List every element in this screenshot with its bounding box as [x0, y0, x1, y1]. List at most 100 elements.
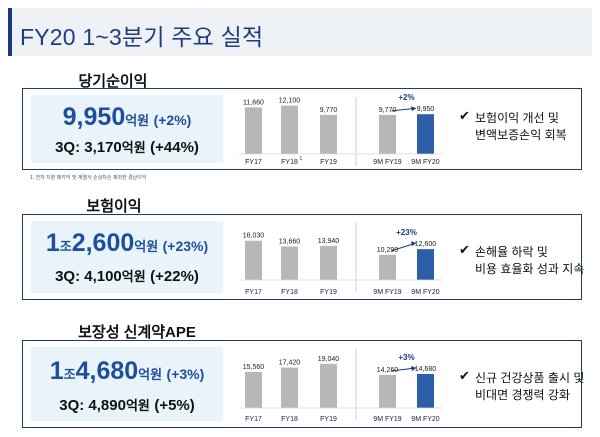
data-label: 14,260 [377, 367, 399, 374]
check-icon: ✔ [459, 108, 470, 123]
tick-label: 9M FY19 [373, 289, 402, 296]
bullet-line-2: 비대면 경쟁력 강화 [475, 388, 570, 402]
section-title-net-income: 당기순이익 [78, 73, 148, 90]
section-title-insurance-profit: 보험이익 [86, 198, 142, 215]
tick-label: FY19 [320, 159, 337, 166]
bar-fy18 [281, 105, 298, 154]
data-label: 10,290 [377, 247, 399, 254]
data-label: 9,770 [379, 107, 397, 114]
tick-label: FY17 [245, 289, 262, 296]
big-jo-unit: 조 [59, 239, 72, 254]
bar-9m-fy19 [379, 254, 396, 280]
title-bar: FY20 1~3분기 주요 실적 [8, 8, 592, 56]
bar-fy19 [320, 363, 337, 408]
tick-footnote-marker: 1 [300, 156, 303, 162]
q3-unit: 억원 [121, 269, 146, 284]
data-label: 19,040 [318, 356, 340, 363]
tick-label: FY17 [245, 159, 262, 166]
summary-box: 1조4,680억원 (+3%) 3Q: 4,890억원 (+5%) [31, 347, 223, 421]
bullet-line-1: 신규 건강상품 출시 및 [475, 371, 585, 385]
q3-figure: 3Q: 4,100억원 (+22%) [31, 266, 223, 286]
big-figure: 1조2,600억원 (+23%) [31, 229, 223, 258]
change-label: +2% [398, 93, 414, 102]
bar-fy19 [320, 114, 337, 154]
big-prefix: 1 [49, 357, 64, 385]
chart-protection-ape: 15,560 FY17 17,420 FY18 19,040 FY19 14,260 9M F… [239, 349, 443, 423]
check-icon: ✔ [459, 368, 470, 383]
tick-label: FY17 [245, 416, 262, 423]
tick-label: FY18 [281, 289, 298, 296]
data-label: 14,680 [415, 366, 437, 373]
data-label: 9,770 [320, 107, 338, 114]
check-icon: ✔ [459, 242, 470, 257]
big-figure: 9,950억원 (+2%) [31, 103, 223, 132]
bar-fy17 [245, 240, 262, 280]
big-pct: (+23%) [162, 238, 209, 254]
tick-label: 9M FY19 [373, 416, 402, 423]
tick-label: 9M FY20 [411, 159, 440, 166]
change-label: +23% [396, 228, 417, 237]
data-label: 12,600 [415, 241, 437, 248]
data-label: 12,100 [279, 98, 301, 105]
bar-fy17 [245, 371, 262, 408]
tick-label: FY18 [281, 416, 298, 423]
bar-fy18 [281, 367, 298, 408]
page-title: FY20 1~3분기 주요 실적 [20, 24, 264, 50]
big-pct: (+3%) [166, 366, 205, 382]
q3-label: 3Q: 4,100 [55, 268, 122, 285]
change-arrowhead [411, 241, 416, 247]
tick-label: 9M FY19 [373, 159, 402, 166]
tick-label: FY18 [281, 159, 298, 166]
big-unit: 억원 [134, 239, 159, 254]
section-title-protection-ape: 보장성 신계약APE [78, 324, 196, 341]
bullet-line-1: 보험이익 개선 및 [475, 111, 559, 125]
data-label: 11,660 [243, 99, 264, 106]
summary-box: 1조2,600억원 (+23%) 3Q: 4,100억원 (+22%) [31, 221, 223, 293]
data-label: 17,420 [279, 360, 301, 367]
footnote: 1. 전자 지분 매각익 및 계열사 손상차손 제외한 경상이익 [30, 175, 147, 181]
q3-unit: 억원 [125, 398, 150, 413]
bar-9m-fy19 [379, 114, 396, 154]
tick-label: FY19 [320, 289, 337, 296]
q3-figure: 3Q: 3,170억원 (+44%) [31, 137, 223, 157]
q3-pct: (+5%) [154, 397, 195, 414]
bullet-line-2: 비용 효율화 성과 지속 [475, 262, 585, 276]
big-prefix: 1 [45, 229, 60, 257]
bar-9m-fy19 [379, 374, 396, 408]
q3-label: 3Q: 3,170 [55, 139, 122, 156]
big-unit: 억원 [138, 367, 163, 382]
tick-label: 9M FY20 [411, 289, 440, 296]
bullet-line-2: 변액보증손익 회복 [475, 128, 567, 142]
data-label: 15,560 [243, 364, 265, 371]
big-figure: 1조4,680억원 (+3%) [31, 357, 223, 386]
data-label: 13,940 [318, 238, 340, 245]
q3-figure: 3Q: 4,890억원 (+5%) [31, 395, 223, 415]
big-jo-unit: 조 [63, 367, 76, 382]
tick-label: FY19 [320, 416, 337, 423]
panel-protection-ape: 1조4,680억원 (+3%) 3Q: 4,890억원 (+5%) 15,560… [22, 340, 585, 428]
bar-9m-fy20 [417, 114, 434, 154]
bullet-line-1: 손해율 하락 및 [475, 245, 548, 259]
change-arrowhead [411, 106, 416, 112]
panel-insurance-profit: 1조2,600억원 (+23%) 3Q: 4,100억원 (+22%) 16,0… [22, 214, 585, 300]
q3-unit: 억원 [121, 140, 146, 155]
change-label: +3% [398, 353, 414, 362]
bar-9m-fy20 [417, 373, 434, 408]
big-number: 9,950 [62, 103, 126, 131]
panel-net-income: 9,950억원 (+2%) 3Q: 3,170억원 (+44%) 11,660 F… [22, 88, 582, 170]
bar-fy18 [281, 246, 298, 280]
bar-9m-fy20 [417, 249, 434, 280]
chart-insurance-profit: 16,030 FY17 13,660 FY18 13,940 FY19 10,290 9M F… [239, 223, 443, 296]
data-label: 13,660 [279, 239, 301, 246]
big-number: 4,680 [75, 357, 139, 385]
big-unit: 억원 [125, 113, 150, 128]
q3-pct: (+44%) [150, 139, 199, 156]
big-number: 2,600 [71, 229, 135, 257]
q3-label: 3Q: 4,890 [59, 397, 126, 414]
bar-fy19 [320, 245, 337, 280]
big-pct: (+2%) [153, 112, 192, 128]
chart-net-income: 11,660 FY17 12,100 FY18 1 9,770 FY19 9,770 9M FY… [239, 93, 443, 166]
data-label: 9,950 [417, 106, 435, 113]
data-label: 16,030 [243, 233, 265, 240]
summary-box: 9,950억원 (+2%) 3Q: 3,170억원 (+44%) [31, 95, 223, 163]
